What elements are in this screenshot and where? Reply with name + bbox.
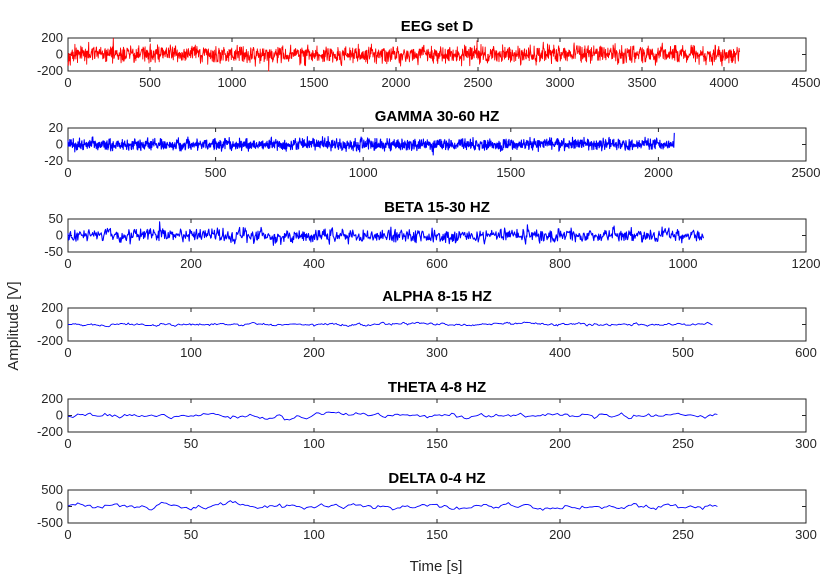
y-tick-label: -50: [44, 244, 63, 259]
y-tick-label: 200: [41, 391, 63, 406]
x-tick-label: 300: [795, 436, 817, 451]
series-line-theta: [67, 411, 718, 421]
subplot-title: THETA 4-8 HZ: [388, 379, 486, 396]
x-tick-label: 250: [672, 527, 694, 542]
x-tick-label: 2000: [644, 165, 673, 180]
x-tick-label: 4500: [792, 75, 821, 90]
series-line-beta: [67, 221, 704, 246]
x-tick-label: 400: [303, 256, 325, 271]
subplot-1: EEG set D0 500 1000 1500 2000 2500 3000 3500 400…: [37, 18, 820, 90]
subplot-4: ALPHA 8-15 HZ 0 100 200 300 400 500 600 -2000 200: [37, 288, 817, 360]
y-tick-label: -200: [37, 424, 63, 439]
x-tick-label: 1500: [300, 75, 329, 90]
x-tick-label: 0: [64, 527, 71, 542]
x-tick-label: 3000: [546, 75, 575, 90]
x-axis-label: Time [s]: [410, 558, 463, 575]
y-tick-label: -20: [44, 153, 63, 168]
subplot-title: ALPHA 8-15 HZ: [382, 288, 491, 305]
x-tick-label: 500: [205, 165, 227, 180]
y-tick-label: 500: [41, 482, 63, 497]
series-line-alpha: [68, 321, 713, 328]
series-line-gamma: [67, 132, 675, 156]
x-tick-label: 0: [64, 75, 71, 90]
x-tick-label: 500: [139, 75, 161, 90]
x-tick-label: 100: [180, 345, 202, 360]
y-tick-label: 50: [49, 211, 63, 226]
x-tick-label: 100: [303, 527, 325, 542]
subplot-title: EEG set D: [401, 18, 474, 35]
x-tick-label: 300: [426, 345, 448, 360]
x-tick-label: 0: [64, 436, 71, 451]
y-tick-label: 200: [41, 300, 63, 315]
x-tick-label: 300: [795, 527, 817, 542]
x-tick-label: 600: [426, 256, 448, 271]
y-axis-label: Amplitude [V]: [5, 281, 22, 370]
x-tick-label: 50: [184, 527, 198, 542]
subplot-2: GAMMA 30-60 HZ 0 500 1000 1500 2000 2500 -200 20: [44, 108, 820, 180]
x-tick-label: 0: [64, 345, 71, 360]
x-tick-label: 250: [672, 436, 694, 451]
subplot-title: BETA 15-30 HZ: [384, 199, 490, 216]
y-tick-label: -200: [37, 333, 63, 348]
y-tick-label: 0: [56, 499, 63, 514]
x-tick-label: 2500: [464, 75, 493, 90]
x-tick-label: 200: [549, 527, 571, 542]
x-tick-label: 100: [303, 436, 325, 451]
y-tick-label: 0: [56, 137, 63, 152]
x-tick-label: 600: [795, 345, 817, 360]
y-tick-label: -200: [37, 63, 63, 78]
x-tick-label: 1200: [792, 256, 821, 271]
y-tick-label: 0: [56, 228, 63, 243]
series-line-eeg-set-d: [67, 38, 741, 72]
x-tick-label: 200: [303, 345, 325, 360]
y-tick-label: 20: [49, 120, 63, 135]
x-tick-label: 3500: [628, 75, 657, 90]
x-tick-label: 500: [672, 345, 694, 360]
x-tick-label: 800: [549, 256, 571, 271]
x-tick-label: 200: [180, 256, 202, 271]
x-tick-label: 4000: [710, 75, 739, 90]
y-tick-label: -500: [37, 515, 63, 530]
x-tick-label: 0: [64, 165, 71, 180]
x-tick-label: 200: [549, 436, 571, 451]
x-tick-label: 400: [549, 345, 571, 360]
x-tick-label: 150: [426, 436, 448, 451]
x-tick-label: 1000: [218, 75, 247, 90]
y-tick-label: 0: [56, 317, 63, 332]
x-tick-label: 1500: [496, 165, 525, 180]
subplot-3: BETA 15-30 HZ 0 200 400 600 800 1000 1200 -500 50: [44, 199, 820, 271]
x-tick-label: 0: [64, 256, 71, 271]
x-tick-label: 150: [426, 527, 448, 542]
subplot-title: DELTA 0-4 HZ: [388, 470, 485, 487]
y-tick-label: 0: [56, 47, 63, 62]
subplot-5: THETA 4-8 HZ 0 50 100 150 200 250 300 -2000 200: [37, 379, 817, 451]
x-tick-label: 2500: [792, 165, 821, 180]
x-tick-label: 1000: [669, 256, 698, 271]
y-tick-label: 0: [56, 408, 63, 423]
x-tick-label: 2000: [382, 75, 411, 90]
x-tick-label: 1000: [349, 165, 378, 180]
subplot-title: GAMMA 30-60 HZ: [375, 108, 499, 125]
x-tick-label: 50: [184, 436, 198, 451]
y-tick-label: 200: [41, 30, 63, 45]
series-line-delta: [67, 500, 718, 511]
